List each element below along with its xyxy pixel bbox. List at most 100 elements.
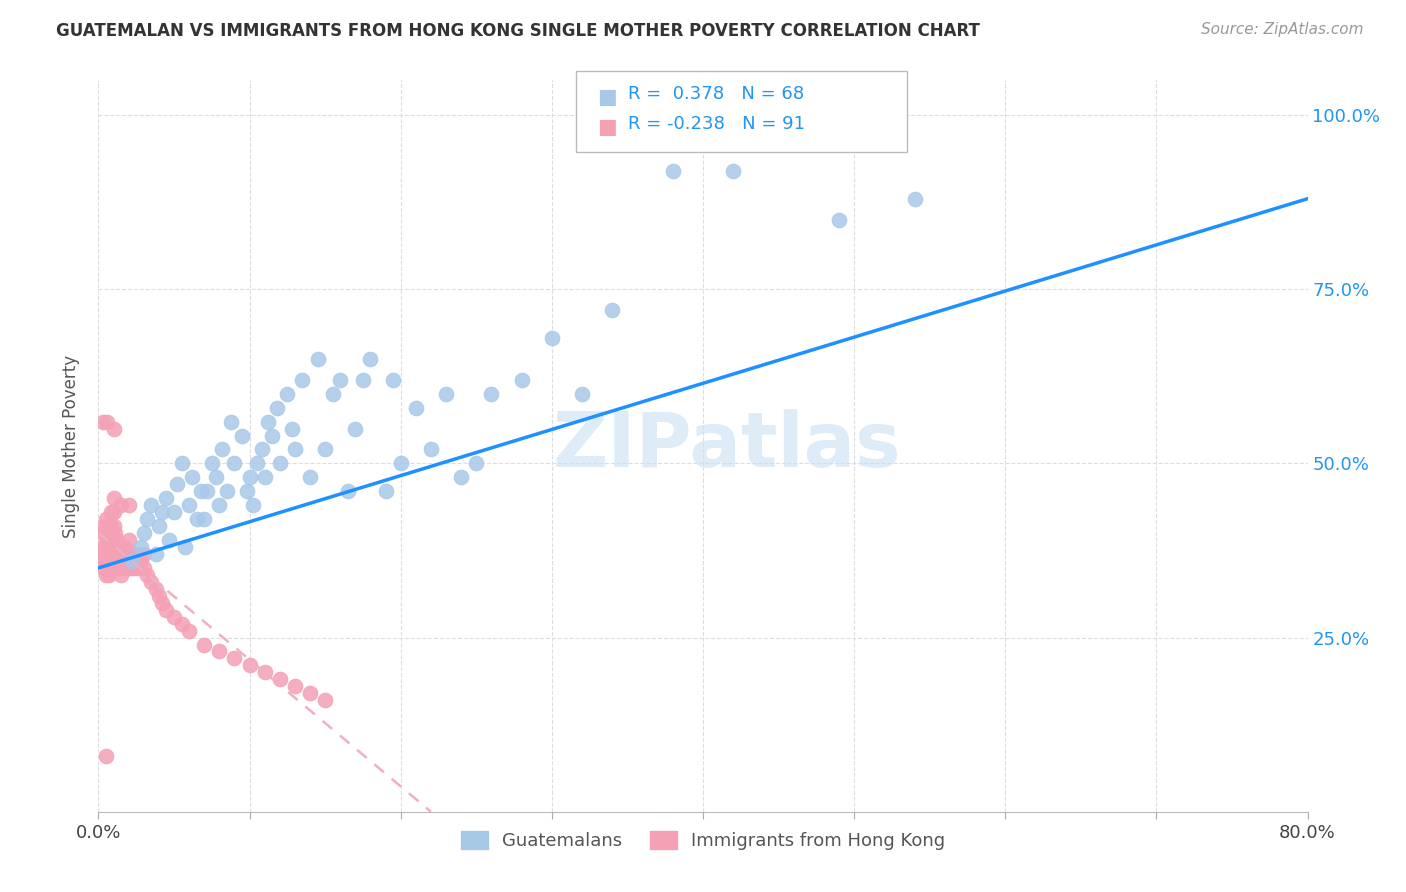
- Point: [205, 470, 228, 484]
- Text: Source: ZipAtlas.com: Source: ZipAtlas.com: [1201, 22, 1364, 37]
- Point: [94, 540, 117, 554]
- Point: [246, 457, 269, 471]
- Point: [112, 554, 135, 568]
- Point: [128, 561, 150, 575]
- Point: [179, 498, 201, 512]
- Point: [221, 415, 243, 429]
- Point: [299, 686, 322, 700]
- Point: [145, 582, 167, 596]
- Point: [100, 519, 122, 533]
- Legend: Guatemalans, Immigrants from Hong Kong: Guatemalans, Immigrants from Hong Kong: [454, 823, 952, 857]
- Point: [132, 547, 155, 561]
- Point: [374, 484, 396, 499]
- Point: [291, 373, 314, 387]
- Point: [155, 603, 177, 617]
- Point: [389, 457, 412, 471]
- Point: [266, 401, 288, 415]
- Point: [100, 547, 122, 561]
- Point: [105, 561, 128, 575]
- Text: GUATEMALAN VS IMMIGRANTS FROM HONG KONG SINGLE MOTHER POVERTY CORRELATION CHART: GUATEMALAN VS IMMIGRANTS FROM HONG KONG …: [56, 22, 980, 40]
- Point: [110, 540, 132, 554]
- Point: [269, 457, 291, 471]
- Point: [103, 547, 125, 561]
- Point: [90, 554, 112, 568]
- Point: [96, 561, 118, 575]
- Point: [108, 561, 131, 575]
- Point: [96, 533, 118, 547]
- Point: [360, 351, 382, 366]
- Point: [166, 477, 188, 491]
- Point: [91, 526, 114, 541]
- Point: [121, 561, 143, 575]
- Point: [163, 505, 186, 519]
- Point: [329, 373, 352, 387]
- Point: [111, 547, 134, 561]
- Point: [571, 386, 593, 401]
- Point: [235, 484, 257, 499]
- Point: [904, 192, 927, 206]
- Point: [163, 609, 186, 624]
- Point: [115, 554, 138, 568]
- Text: ■: ■: [598, 87, 617, 106]
- Point: [107, 554, 129, 568]
- Point: [118, 547, 141, 561]
- Point: [150, 596, 173, 610]
- Point: [98, 526, 121, 541]
- Point: [135, 567, 157, 582]
- Point: [105, 533, 128, 547]
- Point: [262, 428, 284, 442]
- Text: R = -0.238   N = 91: R = -0.238 N = 91: [628, 115, 806, 133]
- Point: [108, 547, 131, 561]
- Point: [94, 512, 117, 526]
- Point: [103, 519, 125, 533]
- Point: [193, 638, 215, 652]
- Point: [121, 554, 143, 568]
- Point: [103, 491, 125, 506]
- Point: [111, 561, 134, 575]
- Point: [336, 484, 359, 499]
- Point: [170, 616, 193, 631]
- Point: [94, 749, 117, 764]
- Point: [114, 547, 136, 561]
- Point: [98, 540, 121, 554]
- Point: [253, 470, 276, 484]
- Point: [661, 164, 683, 178]
- Point: [284, 442, 307, 457]
- Point: [132, 561, 155, 575]
- Point: [150, 505, 173, 519]
- Point: [195, 484, 218, 499]
- Point: [104, 526, 127, 541]
- Point: [201, 457, 224, 471]
- Point: [129, 554, 152, 568]
- Point: [122, 554, 145, 568]
- Point: [450, 470, 472, 484]
- Point: [344, 421, 367, 435]
- Point: [129, 540, 152, 554]
- Point: [100, 561, 122, 575]
- Point: [110, 554, 132, 568]
- Point: [159, 533, 181, 547]
- Point: [103, 421, 125, 435]
- Point: [145, 547, 167, 561]
- Text: R =  0.378   N = 68: R = 0.378 N = 68: [628, 85, 804, 103]
- Point: [93, 547, 115, 561]
- Point: [124, 561, 146, 575]
- Point: [540, 331, 562, 345]
- Point: [141, 574, 163, 589]
- Point: [121, 547, 143, 561]
- Point: [101, 540, 124, 554]
- Point: [94, 526, 117, 541]
- Point: [110, 498, 132, 512]
- Point: [465, 457, 488, 471]
- Point: [193, 512, 215, 526]
- Point: [602, 303, 624, 318]
- Point: [420, 442, 443, 457]
- Point: [96, 415, 118, 429]
- Point: [94, 567, 117, 582]
- Point: [103, 533, 125, 547]
- Point: [93, 519, 115, 533]
- Point: [284, 679, 307, 693]
- Y-axis label: Single Mother Poverty: Single Mother Poverty: [62, 354, 80, 538]
- Point: [405, 401, 427, 415]
- Point: [828, 212, 851, 227]
